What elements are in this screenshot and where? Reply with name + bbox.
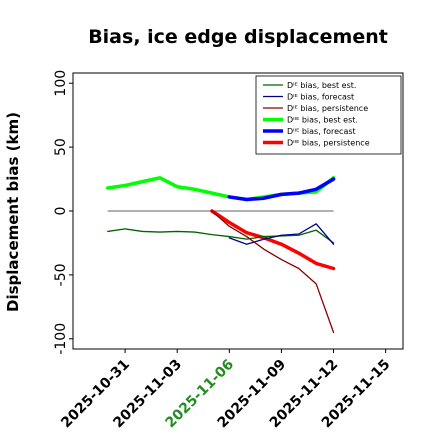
legend-label-3: Dᴵᴱ bias, persistence	[287, 104, 368, 113]
y-tick-label: 100	[53, 70, 69, 97]
y-axis-ticks: -100 -50 0 50 100	[53, 70, 73, 355]
y-axis-label: Displacement bias (km)	[4, 112, 22, 312]
series-line-1	[107, 228, 335, 244]
legend-label-2: Dᴵᴱ bias, forecast	[287, 93, 354, 102]
series-line-5	[227, 177, 336, 202]
series-line-3	[211, 210, 335, 334]
series-line-2	[228, 223, 335, 245]
legend-label-6: Dᴵᴵᴱ bias, persistence	[287, 139, 370, 148]
y-tick-label: -50	[53, 263, 69, 286]
series-layer	[105, 176, 336, 334]
y-tick-label: 0	[53, 207, 69, 216]
legend-label-1: Dᴵᴱ bias, best est.	[287, 81, 356, 90]
series-line-6	[210, 209, 336, 271]
legend-label-4: Dᴵᴵᴱ bias, best est.	[287, 116, 358, 125]
y-tick-label: 50	[53, 138, 69, 156]
y-tick-label: -100	[53, 323, 69, 355]
chart-title: Bias, ice edge displacement	[88, 26, 388, 48]
legend-label-5: Dᴵᴵᴱ bias, forecast	[287, 127, 356, 136]
legend: Dᴵᴱ bias, best est. Dᴵᴱ bias, forecast Dᴵᴱ…	[255, 75, 402, 155]
